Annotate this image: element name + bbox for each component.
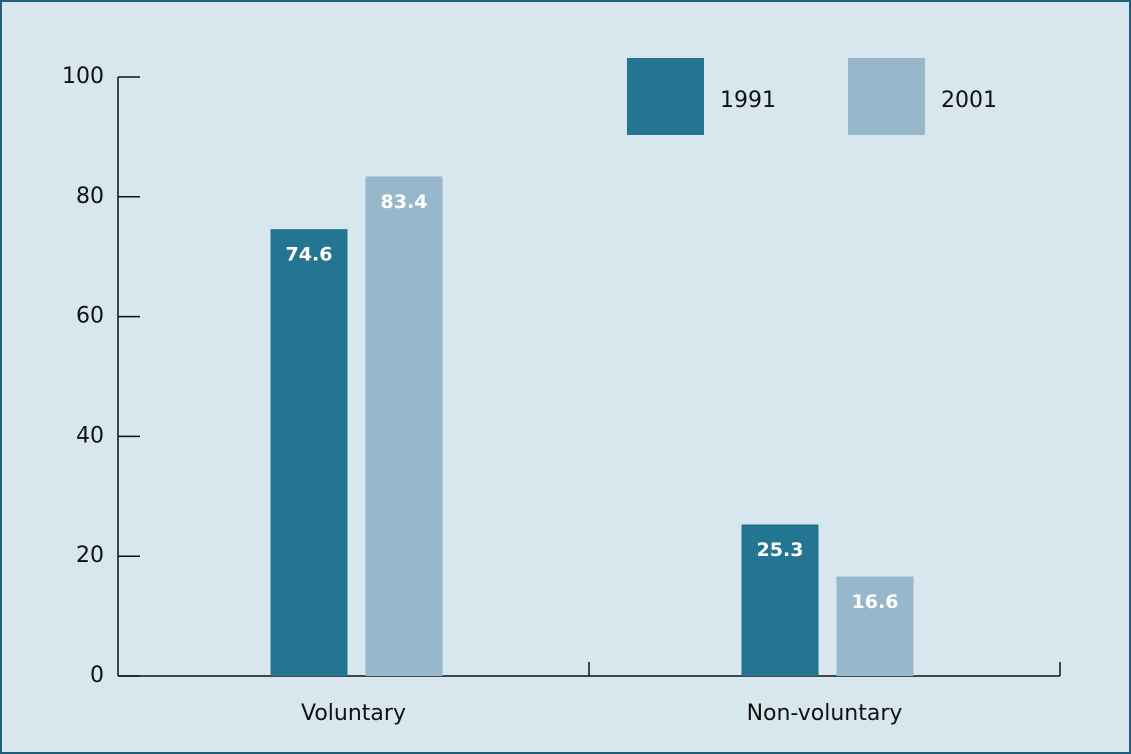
value-label: 16.6 [852, 591, 899, 613]
value-label: 25.3 [757, 539, 804, 561]
y-tick-label: 0 [90, 663, 104, 688]
legend-label: 2001 [941, 88, 997, 113]
value-label: 83.4 [381, 191, 428, 213]
legend-swatch [627, 58, 704, 135]
y-tick-label: 20 [76, 543, 104, 568]
x-tick-label: Voluntary [301, 701, 406, 726]
legend-label: 1991 [720, 88, 776, 113]
y-tick-label: 60 [76, 304, 104, 329]
bar [270, 229, 348, 676]
y-tick-label: 80 [76, 184, 104, 209]
y-tick-label: 40 [76, 423, 104, 448]
bar [741, 524, 819, 676]
bar [365, 176, 443, 676]
legend-swatch [848, 58, 925, 135]
x-tick-label: Non-voluntary [747, 701, 903, 726]
y-tick-label: 100 [62, 64, 104, 89]
bar [836, 576, 914, 676]
value-label: 74.6 [286, 244, 333, 266]
